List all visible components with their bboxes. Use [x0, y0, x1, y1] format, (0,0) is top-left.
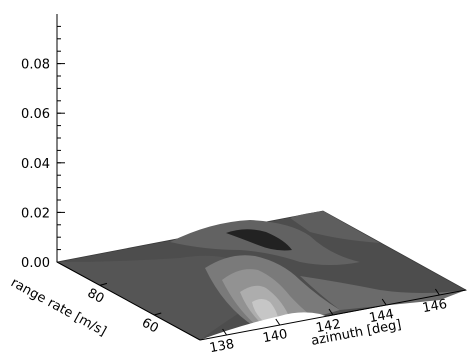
y-axis-line	[56, 261, 201, 341]
surface	[55, 210, 468, 341]
z-tick-label: 0.08	[21, 58, 50, 73]
y-axis-ticks: 60 80	[85, 282, 162, 337]
surface-band-trough	[57, 255, 260, 340]
y-tick-mark	[99, 282, 108, 286]
z-tick-label: 0.04	[21, 157, 50, 172]
z-tick-label: 0.00	[21, 256, 50, 271]
x-tick-label: 142	[315, 317, 342, 336]
y-tick-mark	[154, 312, 162, 316]
z-tick-label: 0.02	[21, 206, 50, 221]
x-tick-mark	[328, 308, 334, 316]
surface-band-right	[300, 276, 466, 310]
y-tick-label: 60	[139, 315, 161, 336]
z-tick-label: 0.06	[21, 107, 50, 122]
x-tick-mark	[381, 298, 387, 306]
x-axis-ticks: 138 140 142 144 146	[208, 288, 448, 356]
x-tick-mark	[275, 318, 281, 326]
surface-peak-dark	[226, 229, 292, 251]
x-tick-label: 144	[368, 307, 395, 326]
x-tick-label: 146	[421, 297, 448, 316]
y-tick-label: 80	[85, 286, 107, 307]
z-axis-ticks: 0.00 0.02 0.04 0.06 0.08	[21, 25, 65, 271]
surface-band-5	[252, 299, 278, 321]
surface-band-far	[290, 211, 380, 243]
x-tick-mark	[434, 288, 440, 296]
y-axis-title: range rate [m/s]	[8, 275, 109, 339]
x-tick-mark	[222, 328, 228, 336]
x-tick-label: 140	[262, 327, 289, 346]
x-tick-label: 138	[208, 337, 235, 356]
